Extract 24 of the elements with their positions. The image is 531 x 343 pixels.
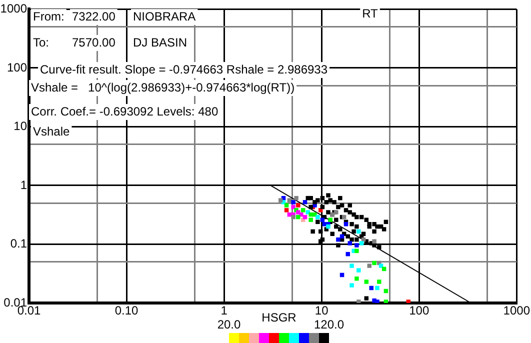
y-tick-label: 100 — [6, 60, 28, 74]
annotation: NIOBRARA — [133, 9, 196, 24]
annotation: Corr. Coef.= -0.693092 Levels: 480 — [31, 104, 218, 118]
x-tick-label: 1000 — [503, 304, 530, 318]
y-tick-label: 10 — [14, 119, 28, 134]
x-axis-title: RT — [362, 6, 379, 20]
x-tick-label: 0.10 — [114, 304, 139, 318]
annotation: Curve-fit result. Slope = -0.974663 Rshale = 2.986933 — [40, 62, 328, 76]
annotation: 7322.00 — [72, 9, 116, 24]
annotation: 7570.00 — [72, 35, 116, 50]
x-tick-label: 10 — [314, 304, 329, 318]
x-tick-label: 1 — [220, 304, 228, 318]
annotation: From: — [33, 9, 64, 24]
color-bar-label: 120.0 — [314, 317, 344, 332]
y-tick-label: 1000 — [0, 2, 28, 16]
y-tick-label: 1 — [20, 178, 28, 192]
annotation: To: — [33, 35, 50, 50]
x-tick-label: 100 — [409, 304, 430, 318]
color-bar-label: 20.0 — [217, 317, 241, 332]
y-axis-title: Vshale — [33, 124, 70, 138]
annotation: DJ BASIN — [133, 35, 188, 50]
annotation: Vshale = 10^(log(2.986933)+-0.974663*log(RT)) — [31, 80, 295, 94]
y-tick-label: 0.1 — [10, 236, 28, 251]
color-bar-title: HSGR — [262, 310, 297, 324]
